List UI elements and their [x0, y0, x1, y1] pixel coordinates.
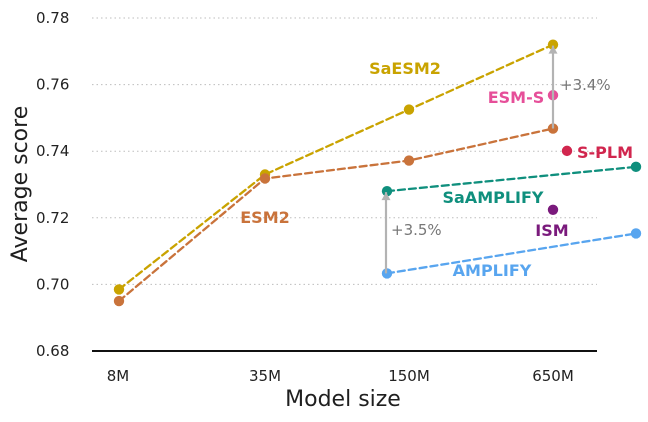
- series-line-esm2: [117, 127, 555, 303]
- point-saesm2: [403, 104, 415, 115]
- series-line-amplify: [385, 232, 638, 275]
- annotation-label-2: +3.5%: [391, 221, 442, 239]
- series-line-saesm2: [117, 43, 555, 291]
- series-lines: [117, 43, 638, 303]
- axis-group: 0.68 0.70 0.72 0.74 0.76 0.78 8M 35M 150M 650M Mod…: [8, 9, 597, 412]
- series-points: [113, 39, 642, 307]
- series-labels: SaESM2 ESM2 SaAMPLIFY AMPLIFY ESM-S S-PLM ISM: [240, 59, 633, 280]
- x-tick-label: 150M: [388, 367, 430, 385]
- point-ism: [547, 204, 559, 216]
- series-label-amplify: AMPLIFY: [453, 261, 532, 280]
- y-tick-label: 0.70: [36, 275, 69, 293]
- point-saamplify: [630, 161, 642, 173]
- series-line-saamplify: [385, 165, 638, 193]
- y-axis-label: Average score: [8, 106, 33, 262]
- x-tick-label: 35M: [249, 367, 281, 385]
- point-s-plm: [561, 145, 573, 157]
- point-saesm2: [547, 39, 559, 50]
- annotation-arrowhead-2: [381, 192, 391, 201]
- y-tick-label: 0.78: [36, 9, 69, 27]
- annotation-label-1: +3.4%: [560, 76, 611, 94]
- point-amplify: [630, 228, 642, 239]
- series-label-saesm2: SaESM2: [369, 59, 441, 78]
- y-tick-label: 0.74: [36, 142, 69, 160]
- y-tick-label: 0.76: [36, 76, 69, 94]
- grid-group: [92, 17, 597, 285]
- y-tick-label: 0.68: [36, 342, 69, 360]
- x-tick-label: 8M: [107, 367, 130, 385]
- series-label-ism: ISM: [535, 221, 568, 240]
- point-esm2: [113, 295, 125, 307]
- point-esm2: [259, 173, 271, 184]
- annotation-arrowhead-1: [548, 45, 558, 54]
- annotations: +3.4% +3.5%: [381, 45, 611, 274]
- series-label-saamplify: SaAMPLIFY: [442, 188, 543, 207]
- series-label-esm2: ESM2: [240, 208, 290, 227]
- point-saesm2: [113, 284, 125, 295]
- series-label-esm-s: ESM-S: [488, 88, 545, 107]
- x-axis-label: Model size: [285, 387, 401, 412]
- point-saamplify: [381, 185, 393, 197]
- series-label-s-plm: S-PLM: [577, 143, 633, 162]
- point-esm2: [403, 155, 415, 166]
- y-tick-label: 0.72: [36, 209, 69, 227]
- x-tick-label: 650M: [532, 367, 574, 385]
